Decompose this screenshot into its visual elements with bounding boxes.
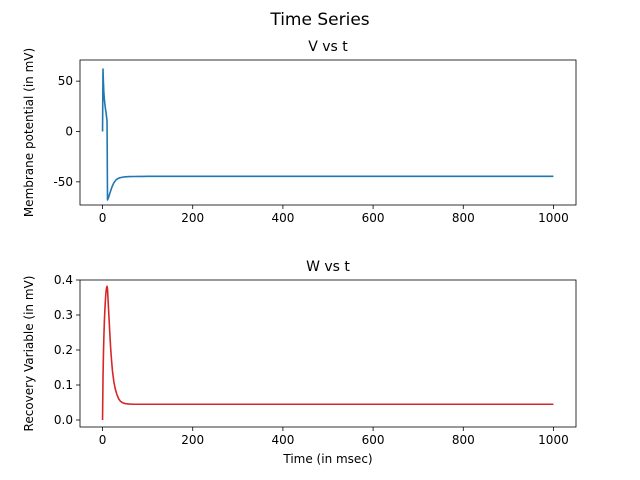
x-tick-label: 1000 (538, 433, 569, 447)
y-tick-label: 0.2 (54, 343, 73, 357)
x-tick-label: 200 (181, 211, 204, 225)
x-tick-label: 200 (181, 433, 204, 447)
x-tick-label: 400 (271, 433, 294, 447)
x-tick-label: 1000 (538, 211, 569, 225)
y-axis-label: Membrane potential (in mV) (22, 48, 36, 217)
y-tick-label: 0.1 (54, 378, 73, 392)
x-tick-label: 600 (362, 433, 385, 447)
figure-title: Time Series (269, 10, 369, 30)
x-tick-label: 0 (99, 433, 107, 447)
x-tick-label: 800 (452, 211, 475, 225)
x-tick-label: 800 (452, 433, 475, 447)
x-tick-label: 400 (271, 211, 294, 225)
voltage-plot: 0 200 400 600 800 1000 -50 0 50 V vs t Membrane po… (22, 39, 577, 225)
y-tick-label: 50 (58, 74, 73, 88)
y-tick-label: -50 (53, 175, 73, 189)
x-axis-label: Time (in msec) (282, 452, 372, 466)
y-tick-label: 0 (65, 124, 73, 138)
series-line (101, 68, 554, 201)
y-tick-label: 0.4 (54, 273, 73, 287)
recovery-plot: 0 200 400 600 800 1000 0.0 0.1 0.2 0.3 0.4 W vs t Re… (22, 259, 577, 466)
y-tick-label: 0.3 (54, 308, 73, 322)
x-tick-label: 0 (99, 211, 107, 225)
axes-frame (79, 279, 577, 428)
axes-frame (79, 59, 577, 206)
y-tick-label: 0.0 (54, 413, 73, 427)
plot-title: W vs t (306, 259, 350, 275)
y-axis-label: Recovery Variable (in mV) (22, 276, 36, 432)
series-line (101, 285, 554, 421)
x-tick-label: 600 (362, 211, 385, 225)
plot-title: V vs t (308, 39, 348, 55)
